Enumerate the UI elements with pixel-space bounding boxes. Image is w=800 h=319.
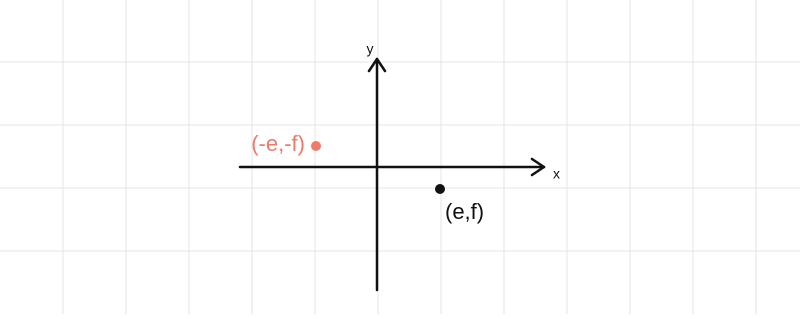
point-label: (-e,-f) (251, 131, 305, 156)
point (435, 184, 445, 194)
y-arrow (367, 57, 387, 73)
point-label: (e,f) (445, 199, 484, 224)
x-axis-label: x (553, 166, 560, 182)
axes (238, 57, 546, 292)
point (311, 141, 321, 151)
y-axis-label: y (367, 41, 374, 57)
x-arrow (530, 157, 546, 177)
